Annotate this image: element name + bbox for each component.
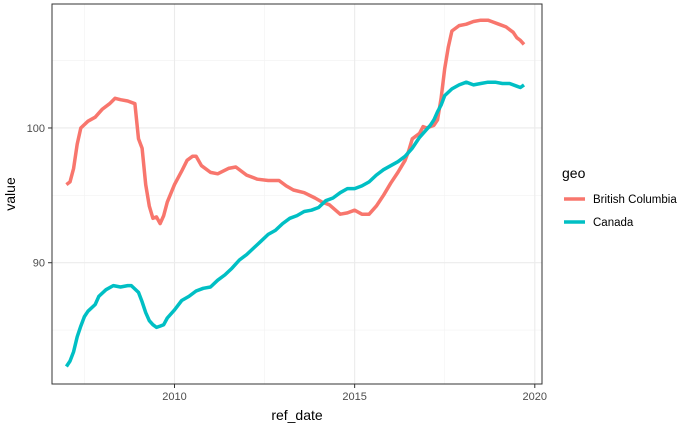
legend-label: Canada — [593, 217, 634, 229]
plot-panel-border — [51, 3, 543, 385]
x-axis-title: ref_date — [271, 407, 323, 423]
y-axis-title: value — [2, 177, 18, 211]
legend-label: British Columbia — [593, 194, 677, 206]
legend-item: Canada — [564, 217, 634, 229]
minor-gridlines — [52, 4, 542, 384]
y-tick-label: 90 — [33, 258, 45, 270]
major-gridlines — [52, 4, 542, 384]
series-layer — [64, 18, 526, 368]
legend-item: British Columbia — [564, 194, 677, 206]
legend: geo British Columbia Canada — [562, 165, 677, 229]
y-tick-label: 100 — [27, 123, 45, 135]
series-line — [65, 18, 526, 226]
legend-items: British Columbia Canada — [564, 194, 677, 229]
legend-title: geo — [562, 165, 586, 181]
series-line — [64, 80, 526, 368]
axis-ticks: 2010 2015 2020 90 100 — [27, 123, 547, 403]
x-tick-label: 2015 — [342, 391, 366, 403]
x-tick-label: 2020 — [523, 391, 547, 403]
x-tick-label: 2010 — [162, 391, 186, 403]
